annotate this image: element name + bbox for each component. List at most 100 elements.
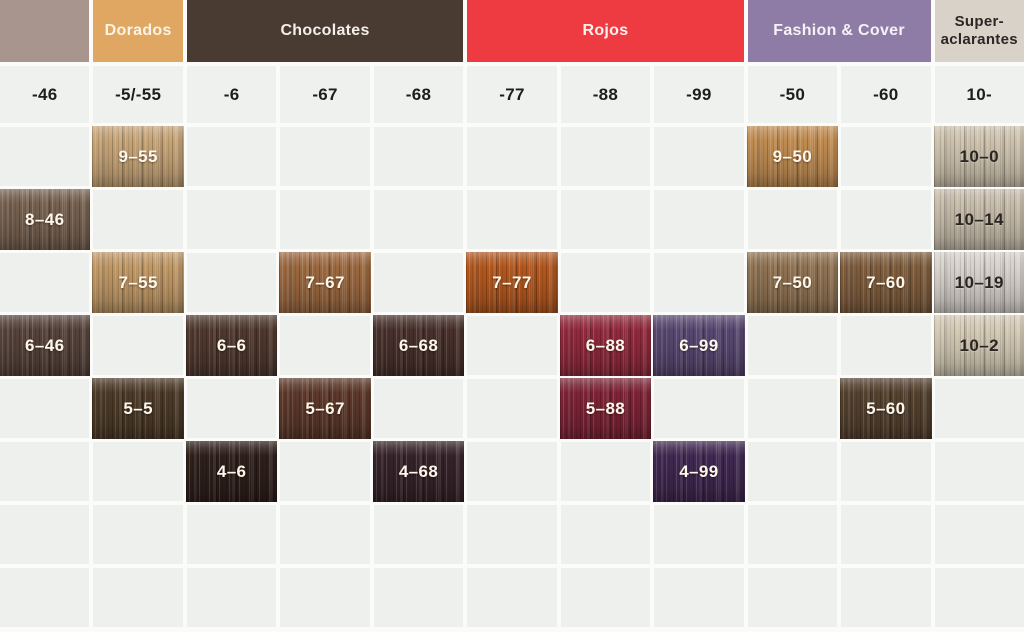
swatch-6-88: 6–88 [559,315,652,376]
grid-cell [934,379,1024,438]
swatch-code-label: 10–14 [954,209,1004,229]
grid-cell [186,127,277,186]
grid-cell [841,316,931,375]
grid-cell [654,568,744,627]
grid-cell [654,190,744,249]
grid-cell [0,127,90,186]
grid-cell [747,442,838,501]
grid-cell [560,190,651,249]
swatch-code-label: 10–2 [959,335,999,355]
swatch-code-label: 8–46 [25,209,65,229]
column-label-68: -68 [373,66,464,123]
grid-cell: 6–6 [185,315,278,376]
swatch-code-label: 7–60 [866,272,906,292]
grid-cell [93,442,183,501]
swatch-10-0: 10–0 [933,126,1024,187]
grid-cell [280,190,370,249]
grid-cell: 7–67 [279,252,371,313]
grid-cell [0,505,90,564]
grid-cell: 5–88 [559,378,652,439]
grid-cell [841,442,931,501]
grid-cell [467,379,557,438]
swatch-7-55: 7–55 [92,252,184,313]
grid-cell [841,127,931,186]
column-label-50: -50 [747,66,838,123]
column-label-77: -77 [467,66,557,123]
grid-cell [280,442,370,501]
swatch-7-77: 7–77 [466,252,558,313]
grid-cell [560,568,651,627]
swatch-code-label: 5–88 [585,398,626,418]
grid-cell [841,190,931,249]
swatch-8-46: 8–46 [0,189,91,250]
grid-cell [373,505,464,564]
grid-cell [560,253,651,312]
swatch-code-label: 6–99 [679,335,719,355]
swatch-10-14: 10–14 [933,189,1024,250]
grid-cell: 6–88 [559,315,652,376]
grid-cell: 5–67 [279,378,371,439]
grid-cell: 7–50 [746,252,839,313]
swatch-4-99: 4–99 [653,441,745,502]
grid-cell [467,442,557,501]
grid-cell: 4–68 [372,441,465,502]
grid-cell [467,190,557,249]
swatch-7-60: 7–60 [840,252,932,313]
grid-cell [934,505,1024,564]
swatch-5-5: 5–5 [92,378,184,439]
grid-cell [93,505,183,564]
grid-cell: 7–77 [466,252,558,313]
grid-cell: 7–60 [840,252,932,313]
grid-cell: 4–6 [185,441,278,502]
swatch-7-50: 7–50 [746,252,839,313]
grid-cell [467,568,557,627]
swatch-code-label: 5–67 [305,398,345,418]
swatch-5-67: 5–67 [279,378,371,439]
grid-cell [654,127,744,186]
swatch-code-label: 7–67 [305,272,345,292]
swatch-code-label: 5–60 [866,398,906,418]
grid-cell: 8–46 [0,189,91,250]
grid-cell: 6–46 [0,315,91,376]
grid-cell [841,568,931,627]
category-header-dorados: Dorados [93,0,183,62]
column-label-99: -99 [654,66,744,123]
swatch-9-50: 9–50 [746,126,839,187]
grid-cell [934,568,1024,627]
grid-cell: 10–19 [933,252,1024,313]
grid-cell [747,505,838,564]
grid-cell [280,505,370,564]
column-label-67: -67 [280,66,370,123]
grid-cell [467,505,557,564]
swatch-code-label: 4–6 [216,461,247,481]
grid-cell [93,568,183,627]
column-label-60: -60 [841,66,931,123]
swatch-code-label: 9–50 [772,146,813,166]
grid-cell: 6–99 [653,315,745,376]
swatch-6-99: 6–99 [653,315,745,376]
swatch-code-label: 10–0 [959,146,999,166]
swatch-code-label: 5–5 [123,398,153,418]
swatch-7-67: 7–67 [279,252,371,313]
grid-cell [467,127,557,186]
swatch-6-46: 6–46 [0,315,91,376]
grid-cell [560,442,651,501]
column-label-5-55: -5/-55 [93,66,183,123]
grid-cell [0,442,90,501]
category-header-rojos: Rojos [467,0,744,62]
swatch-4-68: 4–68 [372,441,465,502]
grid-cell [0,253,90,312]
grid-cell: 10–14 [933,189,1024,250]
grid-cell [280,316,370,375]
category-header-chocolates: Chocolates [186,0,464,62]
grid-cell [747,316,838,375]
grid-cell [186,505,277,564]
grid-cell: 9–55 [92,126,184,187]
column-label-10: 10- [934,66,1024,123]
swatch-code-label: 4–99 [679,461,719,481]
grid-cell [654,505,744,564]
grid-cell [280,568,370,627]
grid-cell [373,379,464,438]
grid-cell [186,253,277,312]
swatch-4-6: 4–6 [185,441,278,502]
